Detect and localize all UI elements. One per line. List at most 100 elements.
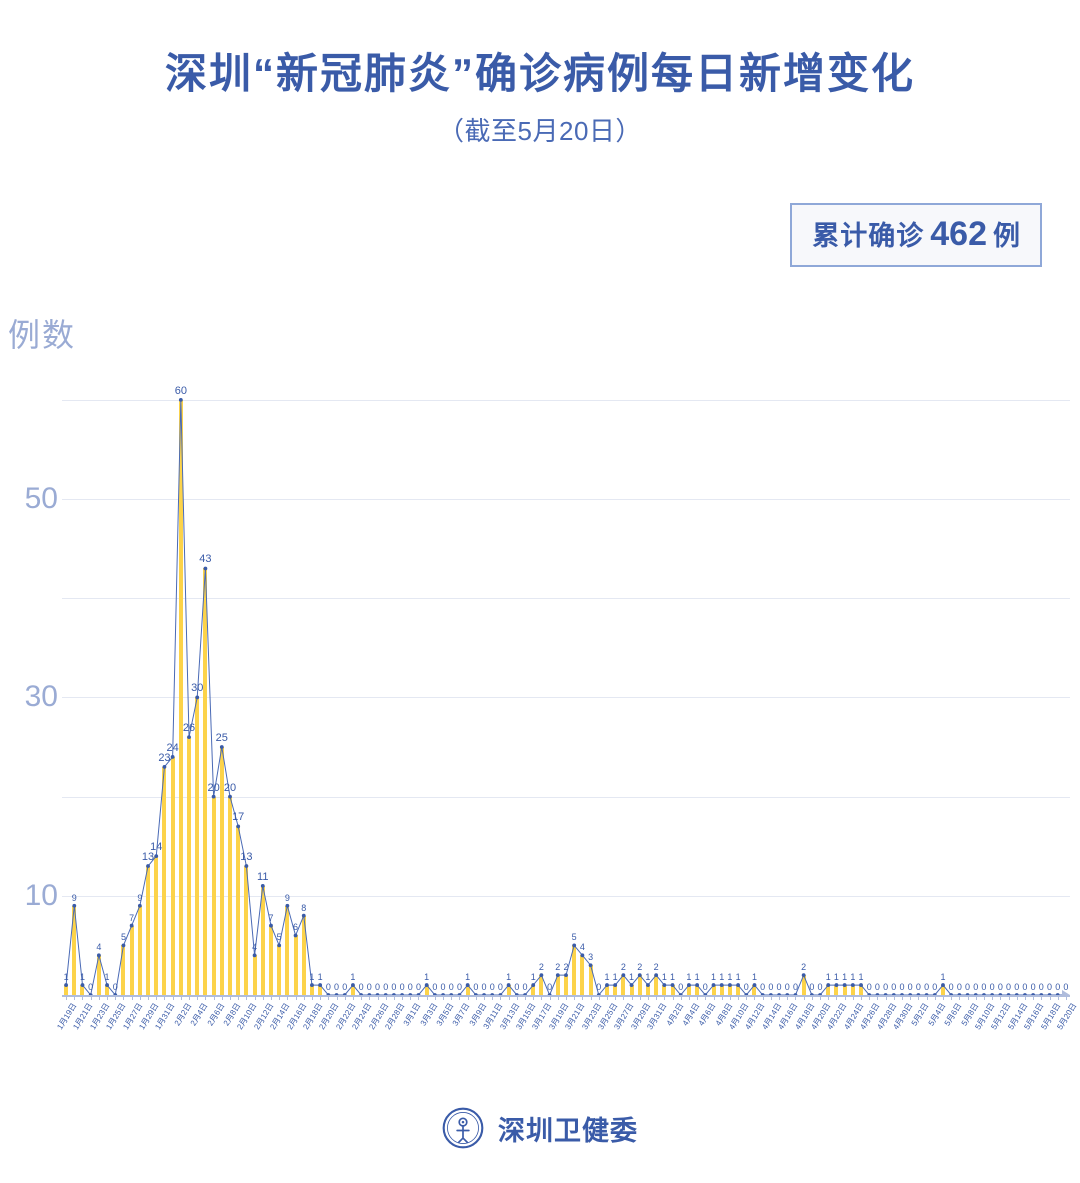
data-point-marker [850, 983, 855, 987]
data-value-label: 1 [645, 972, 651, 983]
data-value-label: 1 [661, 972, 667, 983]
x-axis-tickmark [66, 995, 68, 1000]
x-axis-tickmark [459, 995, 461, 1000]
x-axis-tickmark [467, 995, 469, 1000]
x-axis-tickmark [180, 995, 182, 1000]
data-value-label: 0 [883, 982, 889, 992]
chart-plot-area: 10 30 50 1 9 1 0 4 1 0 5 7 9 13 14 23 24 60 26 30 43 20 25 20 1… [25, 380, 1070, 1000]
gridline [62, 399, 1070, 401]
data-point-marker [260, 883, 265, 888]
x-axis-tickmark [738, 995, 740, 1000]
data-value-label: 0 [1006, 982, 1012, 992]
data-point-marker [424, 983, 429, 987]
x-axis-tickmark [508, 995, 510, 1000]
bar [572, 945, 577, 995]
x-axis-tickmark [426, 995, 428, 1000]
bar [727, 985, 732, 995]
data-value-label: 1 [686, 972, 692, 983]
x-axis-tickmark [139, 995, 141, 1000]
x-axis-tickmark [1016, 995, 1018, 1000]
data-point-marker [351, 983, 355, 987]
data-value-label: 2 [538, 962, 544, 973]
data-value-label: 23 [158, 751, 171, 764]
data-value-label: 9 [71, 892, 77, 903]
data-value-label: 3 [588, 952, 594, 963]
data-point-marker [465, 983, 470, 987]
bar [293, 935, 298, 995]
data-value-label: 0 [342, 982, 348, 992]
x-axis-tickmark [246, 995, 248, 1000]
x-axis-tickmark [811, 995, 813, 1000]
bar [301, 915, 306, 995]
x-axis-tickmark [295, 995, 297, 1000]
data-point-marker [301, 913, 306, 918]
data-value-label: 9 [284, 892, 290, 903]
x-axis-tickmark [115, 995, 117, 1000]
data-value-label: 20 [223, 781, 237, 794]
data-point-marker [580, 953, 585, 958]
data-value-label: 0 [817, 982, 823, 992]
data-point-marker [637, 973, 642, 978]
x-axis-tickmark [344, 995, 346, 1000]
x-axis-tickmark [869, 995, 871, 1000]
bar [613, 985, 618, 995]
x-axis-tickmark [402, 995, 404, 1000]
data-value-label: 1 [850, 972, 856, 983]
data-value-label: 0 [1055, 982, 1061, 992]
x-axis-tickmark [328, 995, 330, 1000]
data-point-marker [129, 923, 134, 928]
data-value-label: 0 [907, 982, 913, 992]
data-value-label: 0 [547, 982, 553, 992]
x-axis-tickmark [500, 995, 502, 1000]
data-value-label: 20 [207, 781, 220, 794]
bar [203, 568, 208, 995]
data-point-marker [719, 983, 724, 987]
data-value-label: 1 [735, 972, 741, 983]
bar [531, 985, 536, 995]
bar [129, 925, 134, 995]
data-point-marker [293, 933, 298, 938]
x-axis-tickmark [230, 995, 231, 1000]
x-axis-tickmark [959, 995, 961, 1000]
bar [219, 747, 224, 995]
x-axis-tickmark [525, 995, 527, 1000]
x-axis-tickmark [787, 995, 789, 1000]
data-value-label: 1 [694, 972, 700, 983]
data-point-marker [236, 824, 241, 829]
x-axis-tickmark [803, 995, 805, 1000]
x-axis-tickmark [795, 995, 797, 1000]
data-point-marker [310, 983, 314, 987]
data-value-label: 0 [391, 982, 397, 992]
data-value-label: 1 [465, 972, 471, 983]
bar [154, 856, 159, 995]
bar [621, 975, 626, 995]
y-axis-title: 例数 [8, 317, 77, 353]
x-axis-tickmark [533, 995, 535, 1000]
bar [244, 866, 249, 995]
x-axis-tickmark [516, 995, 518, 1000]
data-value-label: 0 [1046, 982, 1053, 992]
bar [637, 975, 642, 995]
bar [277, 945, 282, 995]
x-axis-tickmark [926, 995, 928, 1000]
data-point-marker [662, 983, 667, 987]
data-point-marker [219, 745, 224, 749]
data-value-label: 1 [940, 972, 946, 983]
data-value-label: 0 [891, 982, 897, 992]
x-axis-tickmark [262, 995, 264, 1000]
x-axis-tickmark [934, 995, 936, 1000]
x-axis-tickmark [877, 995, 879, 1000]
data-point-marker [318, 983, 323, 987]
x-axis-tickmark [418, 995, 420, 1000]
data-value-label: 0 [997, 982, 1003, 992]
bar [309, 985, 314, 995]
x-axis-tickmark [1049, 995, 1051, 1000]
page-title: 深圳“新冠肺炎”确诊病例每日新增变化 [164, 50, 915, 97]
y-axis-tick-label: 10 [24, 878, 58, 912]
x-axis-tickmark [484, 995, 486, 1000]
x-axis-tickmark [590, 995, 592, 1000]
gridline [62, 796, 1070, 798]
data-value-label: 0 [776, 982, 782, 992]
bar [64, 985, 69, 995]
data-point-marker [654, 973, 659, 978]
